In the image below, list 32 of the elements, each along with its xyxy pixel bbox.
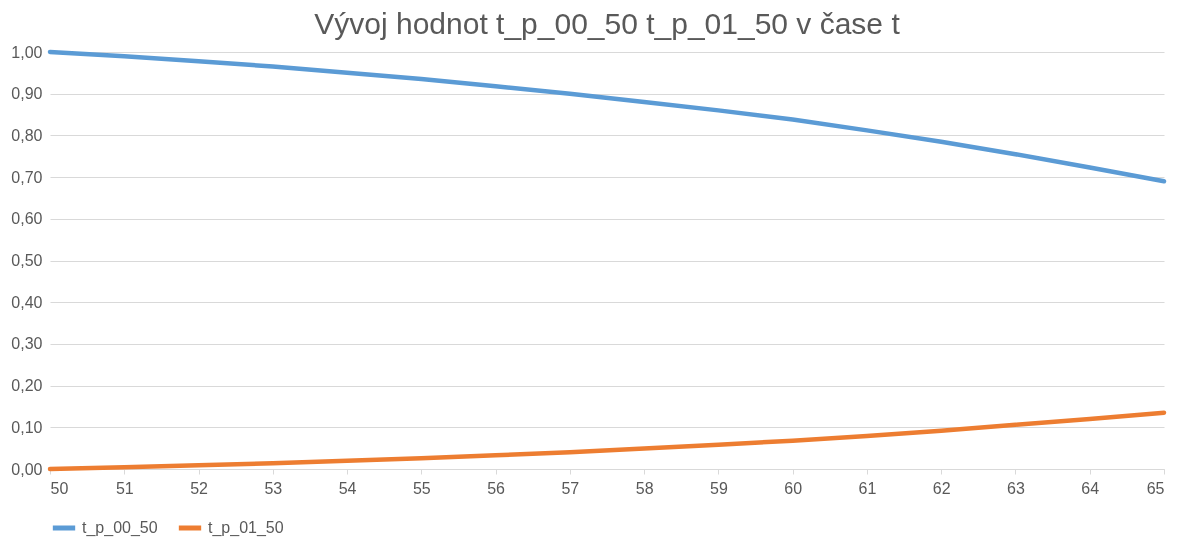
x-tick-label: 54 — [338, 479, 357, 497]
x-tick-label: 62 — [932, 479, 951, 497]
y-tick-label: 0,20 — [11, 377, 43, 395]
x-tick-label: 55 — [412, 479, 431, 497]
legend-label: t_p_01_50 — [208, 519, 284, 537]
x-tick-label: 59 — [710, 479, 728, 497]
y-tick-label: 0,90 — [11, 85, 43, 103]
y-tick-label: 0,00 — [11, 460, 43, 478]
x-tick-label: 53 — [264, 479, 283, 497]
y-tick-label: 0,60 — [11, 210, 43, 228]
x-tick-label: 63 — [1007, 479, 1025, 497]
x-tick-label: 52 — [190, 479, 209, 497]
x-tick-label: 60 — [784, 479, 803, 497]
x-tick-label: 51 — [115, 479, 134, 497]
legend-label: t_p_00_50 — [82, 519, 158, 537]
y-tick-label: 0,40 — [11, 293, 43, 311]
x-tick-label: 64 — [1081, 479, 1100, 497]
x-tick-label: 56 — [487, 479, 506, 497]
y-tick-label: 0,10 — [11, 418, 43, 436]
line-series — [47, 410, 1167, 472]
x-tick-label: 58 — [635, 479, 654, 497]
x-tick-label: 57 — [561, 479, 580, 497]
x-tick-label: 61 — [858, 479, 877, 497]
y-tick-label: 0,50 — [11, 252, 43, 269]
y-tick-label: 0,30 — [11, 335, 43, 353]
chart-title: Vývoj hodnot t_p_00_50 t_p_01_50 v čase t — [314, 7, 901, 40]
line-series — [47, 49, 1167, 184]
y-tick-label: 1,00 — [11, 43, 43, 61]
x-tick-label: 50 — [50, 479, 69, 497]
y-tick-label: 0,80 — [11, 126, 43, 144]
y-tick-label: 0,70 — [11, 168, 43, 186]
x-tick-label: 65 — [1146, 479, 1165, 497]
